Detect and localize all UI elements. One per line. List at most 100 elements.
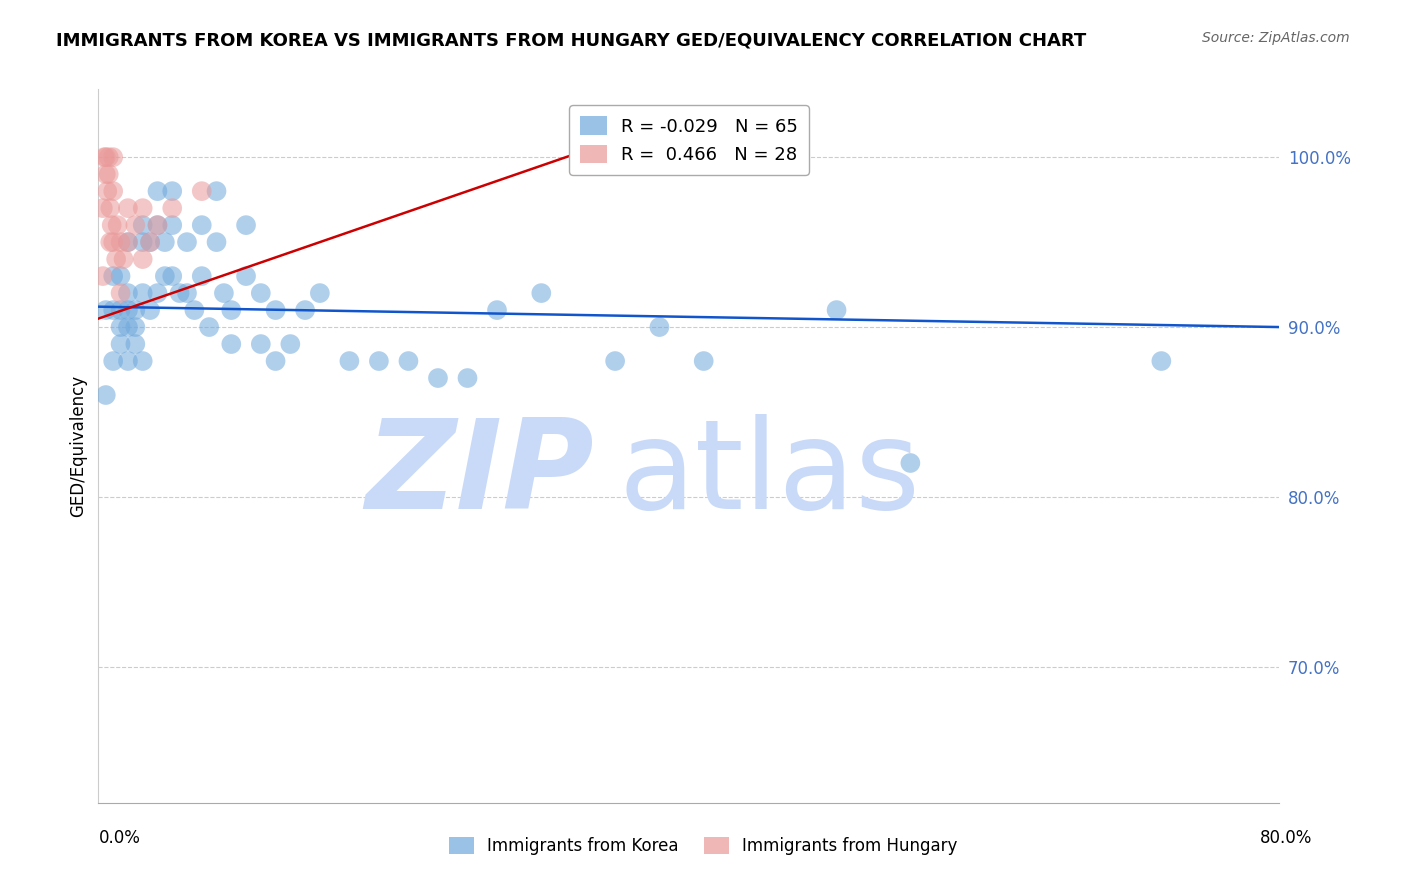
Point bbox=[103, 184, 125, 198]
Point bbox=[212, 286, 235, 301]
Point bbox=[117, 303, 139, 318]
Point bbox=[146, 286, 169, 301]
Point bbox=[132, 286, 155, 301]
Point bbox=[648, 320, 671, 334]
Point bbox=[94, 303, 117, 318]
Point bbox=[1150, 354, 1173, 368]
Point bbox=[176, 286, 198, 301]
Text: atlas: atlas bbox=[619, 414, 920, 535]
Point bbox=[339, 354, 361, 368]
Point bbox=[107, 218, 129, 232]
Point bbox=[117, 320, 139, 334]
Point bbox=[103, 303, 125, 318]
Point bbox=[117, 235, 139, 249]
Point bbox=[198, 320, 221, 334]
Point bbox=[221, 337, 243, 351]
Point bbox=[457, 371, 479, 385]
Legend: R = -0.029   N = 65, R =  0.466   N = 28: R = -0.029 N = 65, R = 0.466 N = 28 bbox=[569, 105, 808, 175]
Point bbox=[132, 201, 155, 215]
Point bbox=[205, 184, 228, 198]
Point bbox=[191, 184, 214, 198]
Point bbox=[139, 235, 162, 249]
Point bbox=[124, 320, 146, 334]
Text: 80.0%: 80.0% bbox=[1260, 829, 1313, 847]
Point bbox=[368, 354, 391, 368]
Point bbox=[93, 150, 115, 164]
Point bbox=[98, 235, 121, 249]
Point bbox=[183, 303, 205, 318]
Point bbox=[94, 167, 117, 181]
Point bbox=[96, 184, 118, 198]
Point bbox=[97, 150, 120, 164]
Point bbox=[124, 218, 146, 232]
Point bbox=[825, 303, 848, 318]
Point bbox=[139, 235, 162, 249]
Point bbox=[530, 286, 553, 301]
Point bbox=[110, 235, 132, 249]
Point bbox=[91, 269, 114, 284]
Point bbox=[294, 303, 316, 318]
Point bbox=[264, 354, 287, 368]
Point bbox=[132, 354, 155, 368]
Point bbox=[264, 303, 287, 318]
Point bbox=[162, 201, 183, 215]
Point bbox=[124, 337, 146, 351]
Point bbox=[124, 303, 146, 318]
Point bbox=[153, 235, 176, 249]
Point bbox=[132, 218, 155, 232]
Y-axis label: GED/Equivalency: GED/Equivalency bbox=[69, 375, 87, 517]
Point bbox=[146, 218, 169, 232]
Point bbox=[103, 235, 125, 249]
Point bbox=[235, 269, 257, 284]
Point bbox=[693, 354, 716, 368]
Point bbox=[117, 201, 139, 215]
Point bbox=[162, 218, 183, 232]
Point bbox=[221, 303, 243, 318]
Point bbox=[146, 184, 169, 198]
Legend: Immigrants from Korea, Immigrants from Hungary: Immigrants from Korea, Immigrants from H… bbox=[441, 830, 965, 862]
Point bbox=[94, 388, 117, 402]
Point bbox=[280, 337, 302, 351]
Point bbox=[162, 269, 183, 284]
Point bbox=[605, 354, 627, 368]
Point bbox=[235, 218, 257, 232]
Point bbox=[132, 235, 155, 249]
Text: ZIP: ZIP bbox=[366, 414, 595, 535]
Point bbox=[91, 201, 114, 215]
Point bbox=[98, 201, 121, 215]
Point bbox=[427, 371, 450, 385]
Point bbox=[103, 354, 125, 368]
Point bbox=[191, 218, 214, 232]
Point bbox=[191, 269, 214, 284]
Point bbox=[94, 150, 117, 164]
Point bbox=[97, 167, 120, 181]
Point bbox=[900, 456, 922, 470]
Point bbox=[162, 184, 183, 198]
Point bbox=[110, 303, 132, 318]
Point bbox=[110, 286, 132, 301]
Point bbox=[132, 252, 155, 266]
Point bbox=[103, 150, 125, 164]
Point bbox=[398, 354, 420, 368]
Point bbox=[117, 235, 139, 249]
Point bbox=[100, 218, 122, 232]
Point bbox=[153, 269, 176, 284]
Text: Source: ZipAtlas.com: Source: ZipAtlas.com bbox=[1202, 31, 1350, 45]
Point bbox=[309, 286, 332, 301]
Point bbox=[169, 286, 191, 301]
Point bbox=[146, 218, 169, 232]
Point bbox=[103, 269, 125, 284]
Point bbox=[139, 303, 162, 318]
Point bbox=[110, 269, 132, 284]
Text: IMMIGRANTS FROM KOREA VS IMMIGRANTS FROM HUNGARY GED/EQUIVALENCY CORRELATION CHA: IMMIGRANTS FROM KOREA VS IMMIGRANTS FROM… bbox=[56, 31, 1087, 49]
Point bbox=[112, 252, 135, 266]
Point bbox=[250, 337, 273, 351]
Point bbox=[110, 320, 132, 334]
Point bbox=[205, 235, 228, 249]
Point bbox=[176, 235, 198, 249]
Point bbox=[486, 303, 509, 318]
Point bbox=[117, 354, 139, 368]
Point bbox=[117, 286, 139, 301]
Text: 0.0%: 0.0% bbox=[98, 829, 141, 847]
Point bbox=[110, 337, 132, 351]
